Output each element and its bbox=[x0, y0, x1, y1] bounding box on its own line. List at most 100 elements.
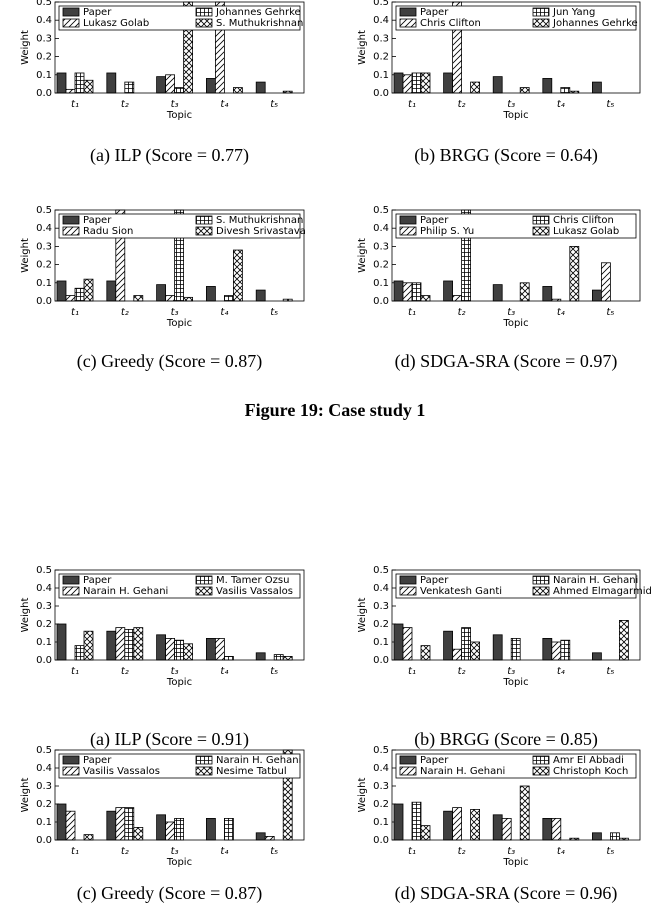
bar bbox=[83, 834, 94, 841]
bar bbox=[492, 814, 503, 841]
bar bbox=[124, 629, 135, 661]
bar bbox=[115, 807, 126, 841]
bar bbox=[255, 652, 266, 661]
legend-label: S. Muthukrishnan bbox=[216, 215, 303, 226]
y-tick-label: 0.3 bbox=[36, 601, 52, 612]
legend-label: Chris Clifton bbox=[420, 18, 481, 29]
legend-label: Philip S. Yu bbox=[420, 226, 474, 237]
bar bbox=[65, 810, 76, 841]
x-tick-label: t₄ bbox=[557, 307, 565, 318]
y-tick-label: 0.4 bbox=[373, 583, 389, 594]
legend-swatch bbox=[532, 575, 550, 585]
bar bbox=[452, 295, 463, 302]
y-tick-label: 0.2 bbox=[373, 799, 389, 810]
y-tick-label: 0.2 bbox=[373, 52, 389, 63]
x-tick-label: t₁ bbox=[408, 307, 416, 318]
bar bbox=[542, 286, 553, 302]
x-axis-label: Topic bbox=[502, 677, 528, 688]
bar bbox=[273, 654, 284, 661]
bar bbox=[56, 803, 67, 841]
bar bbox=[601, 262, 611, 302]
y-tick-label: 0.1 bbox=[373, 278, 389, 289]
y-tick-label: 0.1 bbox=[373, 637, 389, 648]
y-tick-label: 0.5 bbox=[36, 205, 52, 216]
legend-label: Paper bbox=[83, 755, 112, 766]
legend-swatch bbox=[195, 7, 213, 17]
y-tick-label: 0.2 bbox=[36, 52, 52, 63]
legend-box bbox=[395, 5, 637, 31]
y-tick-label: 0.1 bbox=[36, 70, 52, 81]
bar bbox=[443, 72, 454, 94]
subcaption: (d) SDGA-SRA (Score = 0.96) bbox=[395, 883, 618, 904]
y-tick-label: 0.2 bbox=[36, 619, 52, 630]
bar bbox=[133, 627, 144, 661]
bar bbox=[156, 284, 167, 302]
legend-label: Johannes Gehrke bbox=[552, 18, 638, 29]
legend-swatch bbox=[532, 586, 550, 596]
legend-label: Chris Clifton bbox=[553, 215, 614, 226]
bar bbox=[133, 827, 144, 841]
bar bbox=[402, 282, 413, 302]
bar bbox=[115, 627, 126, 661]
x-tick-label: t₂ bbox=[121, 99, 129, 110]
x-tick-label: t₅ bbox=[270, 846, 278, 857]
legend-box bbox=[58, 753, 301, 779]
y-tick-label: 0.0 bbox=[373, 88, 389, 99]
y-tick-label: 0.4 bbox=[36, 763, 52, 774]
legend-swatch bbox=[399, 215, 417, 225]
bar bbox=[65, 88, 76, 94]
subcaption: (c) Greedy (Score = 0.87) bbox=[77, 883, 263, 904]
bar bbox=[492, 634, 503, 661]
legend-label: Jun Yang bbox=[552, 7, 595, 18]
bar bbox=[106, 280, 117, 302]
bar bbox=[255, 289, 266, 302]
x-tick-label: t₄ bbox=[557, 846, 565, 857]
legend-swatch bbox=[62, 766, 80, 776]
x-tick-label: t₃ bbox=[507, 307, 515, 318]
y-axis-label: Weight bbox=[357, 238, 368, 273]
y-tick-label: 0.5 bbox=[373, 0, 389, 8]
y-tick-label: 0.2 bbox=[373, 619, 389, 630]
y-tick-label: 0.4 bbox=[373, 223, 389, 234]
legend-label: Johannes Gehrke bbox=[215, 7, 301, 18]
bar bbox=[510, 638, 521, 661]
y-tick-label: 0.1 bbox=[36, 817, 52, 828]
bar bbox=[232, 87, 243, 94]
x-tick-label: t₃ bbox=[507, 99, 515, 110]
y-tick-label: 0.0 bbox=[36, 835, 52, 846]
bar bbox=[174, 87, 185, 94]
y-tick-label: 0.4 bbox=[36, 583, 52, 594]
legend-swatch bbox=[532, 226, 550, 236]
y-tick-label: 0.4 bbox=[373, 763, 389, 774]
bar bbox=[264, 836, 275, 841]
bar bbox=[551, 641, 562, 661]
subcaption: (a) ILP (Score = 0.91) bbox=[90, 729, 249, 750]
y-tick-label: 0.3 bbox=[36, 781, 52, 792]
legend-label: Venkatesh Ganti bbox=[420, 586, 502, 597]
bar bbox=[232, 249, 243, 302]
bar bbox=[542, 638, 553, 661]
bar bbox=[461, 627, 472, 661]
y-tick-label: 0.4 bbox=[36, 223, 52, 234]
bar bbox=[156, 76, 167, 94]
legend-swatch bbox=[195, 766, 213, 776]
bar bbox=[393, 803, 404, 841]
x-tick-label: t₅ bbox=[606, 846, 614, 857]
y-tick-label: 0.3 bbox=[373, 781, 389, 792]
legend-swatch bbox=[399, 7, 417, 17]
legend-swatch bbox=[532, 18, 550, 28]
bar bbox=[402, 627, 413, 661]
plot-frame bbox=[391, 749, 641, 841]
x-tick-label: t₁ bbox=[71, 666, 79, 677]
bar bbox=[282, 656, 293, 661]
x-tick-label: t₂ bbox=[121, 666, 129, 677]
x-tick-label: t₂ bbox=[458, 846, 466, 857]
bar bbox=[542, 818, 553, 841]
x-tick-label: t₅ bbox=[270, 307, 278, 318]
y-axis-label: Weight bbox=[357, 778, 368, 813]
y-tick-label: 0.2 bbox=[373, 260, 389, 271]
legend-label: Narain H. Gehani bbox=[553, 575, 638, 586]
legend-swatch bbox=[62, 755, 80, 765]
bar bbox=[74, 287, 85, 302]
bar bbox=[255, 81, 266, 94]
